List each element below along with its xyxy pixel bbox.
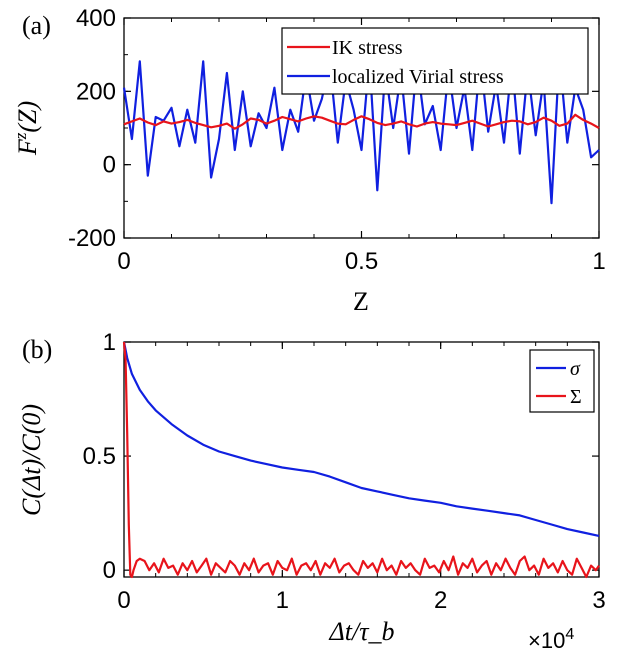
panel-b-legend: σ Σ <box>529 349 595 413</box>
panel-a-series-line-1 <box>122 53 600 205</box>
panel-a-ylabel-base: F <box>13 138 42 156</box>
panel-b-xtick-label: 2 <box>434 587 447 614</box>
panel-b-label: (b) <box>22 335 52 364</box>
panel-a-xtick-label: 1 <box>592 248 605 275</box>
panel-a-ytick-label: -200 <box>68 225 116 252</box>
panel-b-x-multiplier-exp: 4 <box>565 626 574 643</box>
panel-b-xtick-label: 0 <box>117 587 130 614</box>
panel-b-x-multiplier: ×104 <box>528 626 574 653</box>
panel-b-xtick-labels: 0 1 2 3 <box>117 587 605 614</box>
panel-b-plot-frame <box>123 341 600 578</box>
panel-a-xtick-label: 0 <box>117 248 130 275</box>
panel-a-legend-label-ik: IK stress <box>332 37 403 59</box>
panel-b-legend-label-sigma: σ <box>570 358 581 380</box>
panel-b-ylabel: C(Δt)/C(0) <box>17 404 46 516</box>
panel-a-ytick-label: 0 <box>103 152 116 179</box>
panel-b-legend-box <box>529 349 595 413</box>
panel-b-ticks <box>123 341 600 577</box>
panel-b-xtick-label: 1 <box>276 587 289 614</box>
panel-a-label: (a) <box>22 11 51 40</box>
panel-b-series-line-1 <box>122 341 600 579</box>
panel-b-ytick-label: 0 <box>103 557 116 584</box>
panel-a-ylabel: Fz(Z) <box>11 101 42 156</box>
panel-b-legend-label-Sigma: Σ <box>570 386 582 408</box>
panel-b-xlabel: Δt/τ_b <box>328 617 394 646</box>
panel-a-xtick-label: 0.5 <box>345 248 378 275</box>
panel-b-series-line-0 <box>122 341 600 537</box>
panel-a-legend-box <box>281 27 589 95</box>
panel-b-ytick-labels: 00.51 <box>83 329 116 584</box>
panel-a-ticks <box>123 17 600 239</box>
panel-a-series <box>122 53 600 205</box>
panel-a-ylabel-sup: z <box>11 132 30 140</box>
panel-a-xtick-labels: 0 0.5 1 <box>117 248 605 275</box>
panel-a-ytick-labels: -200 0 200 400 <box>68 5 116 252</box>
panel-b-xtick-label: 3 <box>592 587 605 614</box>
panel-a-ytick-label: 400 <box>76 5 116 32</box>
panel-a-ylabel-arg: (Z) <box>13 101 42 133</box>
panel-b-ytick-label: 1 <box>103 329 116 356</box>
panel-b-series <box>122 341 600 579</box>
panel-a-xlabel: Z <box>353 287 369 316</box>
panel-a-legend-label-virial: localized Virial stress <box>332 66 504 88</box>
panel-b-ytick-label: 0.5 <box>83 443 116 470</box>
panel-a-legend: IK stress localized Virial stress <box>281 27 589 95</box>
panel-a-series-line-0 <box>123 113 600 130</box>
panel-a-ytick-label: 200 <box>76 78 116 105</box>
